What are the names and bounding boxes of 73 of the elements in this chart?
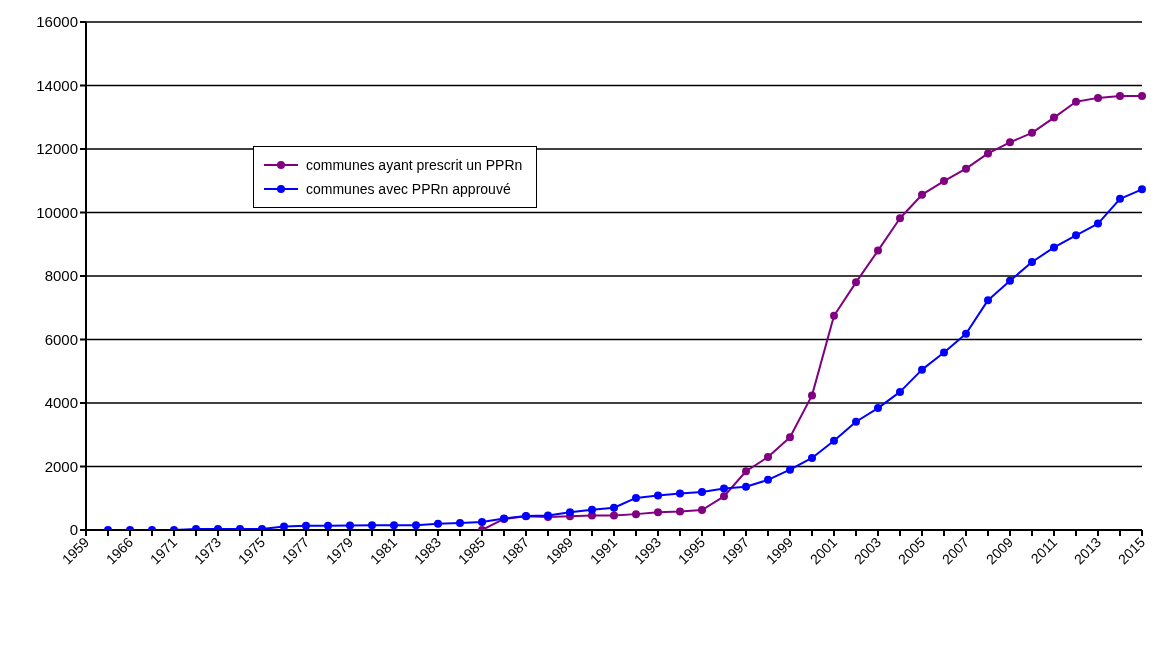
point — [984, 296, 992, 305]
point — [654, 508, 662, 517]
point — [896, 214, 904, 223]
legend-label: communes avec PPRn approuvé — [306, 181, 511, 197]
point — [808, 453, 816, 462]
point — [280, 522, 288, 530]
point — [566, 508, 574, 517]
y-tick-label: 0 — [69, 521, 78, 539]
point — [918, 190, 926, 199]
point — [412, 521, 420, 530]
point — [610, 511, 618, 520]
point — [324, 521, 332, 530]
point — [632, 510, 640, 519]
point — [1116, 194, 1124, 203]
point — [940, 177, 948, 186]
point — [896, 387, 904, 396]
y-tick-label: 16000 — [36, 13, 78, 31]
point — [1072, 231, 1080, 240]
point — [478, 518, 486, 527]
point — [346, 521, 354, 530]
point — [830, 311, 838, 320]
point — [368, 521, 376, 530]
point — [434, 519, 442, 528]
point — [962, 164, 970, 173]
point — [940, 348, 948, 357]
point — [676, 507, 684, 516]
point — [742, 467, 750, 476]
point — [1116, 91, 1124, 100]
point — [1138, 185, 1146, 194]
point — [1028, 128, 1036, 137]
point — [1138, 91, 1146, 100]
point — [1006, 276, 1014, 285]
y-tick-label: 10000 — [36, 203, 78, 221]
point — [808, 391, 816, 400]
point — [654, 491, 662, 500]
point — [720, 484, 728, 493]
point — [918, 365, 926, 374]
point — [786, 433, 794, 442]
point — [1050, 113, 1058, 122]
y-tick-label: 4000 — [44, 394, 78, 412]
point — [632, 493, 640, 502]
point — [698, 506, 706, 514]
point — [1072, 97, 1080, 106]
point — [720, 492, 728, 501]
point — [874, 246, 882, 255]
point — [1094, 219, 1102, 228]
legend-label: communes ayant prescrit un PPRn — [306, 157, 523, 173]
point — [742, 482, 750, 491]
y-tick-label: 2000 — [44, 457, 78, 475]
point — [610, 503, 618, 512]
point — [852, 417, 860, 426]
point — [962, 329, 970, 338]
point — [874, 404, 882, 413]
point — [1050, 243, 1058, 252]
y-tick-label: 6000 — [44, 330, 78, 348]
point — [830, 436, 838, 445]
point — [1006, 138, 1014, 147]
y-tick-label: 14000 — [36, 76, 78, 94]
y-tick-label: 8000 — [44, 267, 78, 285]
point — [588, 505, 596, 514]
point — [764, 475, 772, 484]
point — [456, 519, 464, 528]
point — [390, 521, 398, 530]
point — [302, 521, 310, 530]
point — [1028, 258, 1036, 267]
point — [676, 489, 684, 498]
point — [984, 149, 992, 158]
y-tick-label: 12000 — [36, 140, 78, 158]
point — [852, 278, 860, 287]
point — [764, 452, 772, 461]
point — [698, 487, 706, 496]
point — [1094, 93, 1102, 102]
point — [786, 465, 794, 474]
